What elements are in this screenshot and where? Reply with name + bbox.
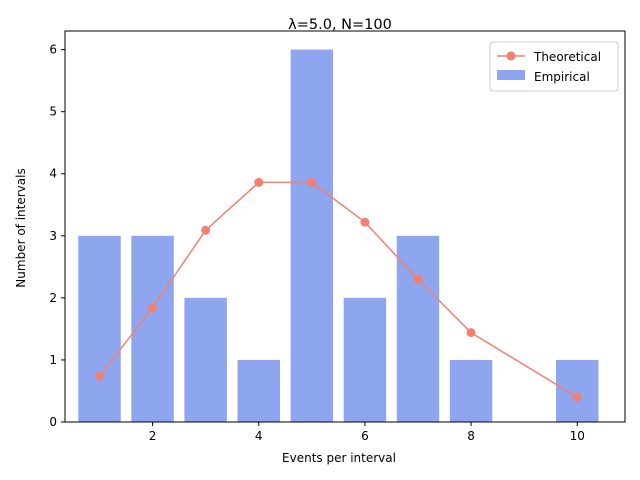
x-axis: 2 4 6 8 10 <box>149 422 585 443</box>
y-tick-label: 3 <box>49 229 57 243</box>
theoretical-point-7 <box>413 274 423 284</box>
y-axis-label: Number of intervals <box>14 168 28 287</box>
y-tick-label: 2 <box>49 291 57 305</box>
y-tick-label: 1 <box>49 353 57 367</box>
x-tick-label: 10 <box>570 429 585 443</box>
bar-8 <box>449 359 493 422</box>
x-tick-label: 6 <box>361 429 369 443</box>
x-tick-label: 8 <box>467 429 475 443</box>
bar-7 <box>396 235 440 422</box>
y-axis: 0 1 2 3 4 5 6 <box>49 43 65 429</box>
theoretical-point-8 <box>466 328 476 338</box>
legend: Theoretical Empirical <box>489 41 619 92</box>
x-tick-label: 4 <box>255 429 263 443</box>
theoretical-point-3 <box>201 225 211 235</box>
bar-series <box>78 49 599 422</box>
y-tick-label: 0 <box>49 415 57 429</box>
bar-2 <box>131 235 174 422</box>
bar-3 <box>184 297 227 422</box>
theoretical-point-1 <box>95 371 105 381</box>
y-tick-label: 6 <box>49 43 57 57</box>
bar-5 <box>290 49 334 422</box>
y-tick-label: 5 <box>49 105 57 119</box>
legend-bar-swatch <box>497 70 525 80</box>
bar-1 <box>78 235 121 422</box>
chart-title: λ=5.0, N=100 <box>288 17 392 33</box>
theoretical-point-2 <box>148 303 158 313</box>
y-tick-label: 4 <box>49 167 57 181</box>
bar-10 <box>555 359 599 422</box>
bar-6 <box>343 297 387 422</box>
plot-area-frame <box>64 30 626 423</box>
legend-label-theoretical: Theoretical <box>533 50 601 64</box>
theoretical-point-4 <box>254 177 264 187</box>
theoretical-point-6 <box>360 217 370 227</box>
line-series <box>95 177 582 402</box>
theoretical-point-10 <box>572 392 582 402</box>
legend-label-empirical: Empirical <box>534 70 590 84</box>
x-tick-label: 2 <box>149 429 157 443</box>
x-axis-label: Events per interval <box>282 451 396 465</box>
theoretical-point-5 <box>307 177 317 187</box>
legend-line-marker <box>506 51 516 61</box>
bar-4 <box>237 359 280 422</box>
